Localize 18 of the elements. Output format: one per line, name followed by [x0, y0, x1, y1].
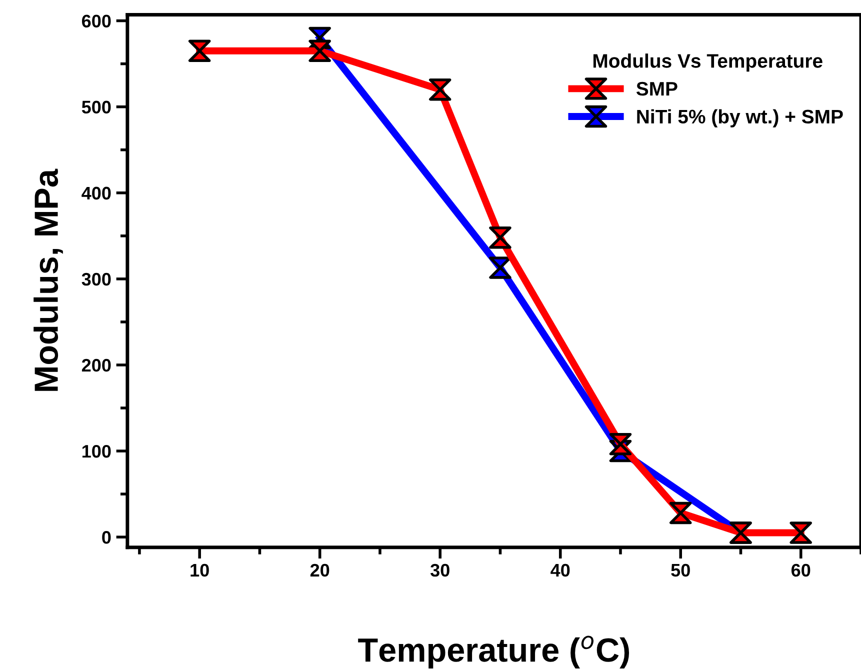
y-tick-label: 300 [82, 272, 111, 286]
x-tick-label: 40 [550, 564, 570, 577]
y-tick-label: 400 [82, 186, 111, 200]
x-tick-label: 50 [671, 564, 690, 577]
y-tick-label: 500 [82, 100, 111, 114]
x-tick-label: 20 [310, 564, 330, 577]
legend-label: NiTi 5% (by wt.) + SMP [637, 109, 843, 128]
x-tick-label: 60 [791, 564, 810, 577]
y-tick-label: 600 [82, 14, 111, 28]
legend-title: Modulus Vs Temperature [593, 54, 822, 72]
y-tick-label: 100 [82, 444, 111, 458]
y-tick-label: 200 [82, 358, 111, 372]
y-tick-label: 0 [102, 531, 111, 544]
x-tick-label: 30 [430, 564, 450, 577]
x-tick-label: 10 [190, 564, 209, 577]
y-axis-title: Modulus, MPa [34, 168, 63, 391]
x-axis-title: Temperature ($^{o}$C) [358, 636, 630, 668]
legend-label: SMP [636, 82, 678, 96]
